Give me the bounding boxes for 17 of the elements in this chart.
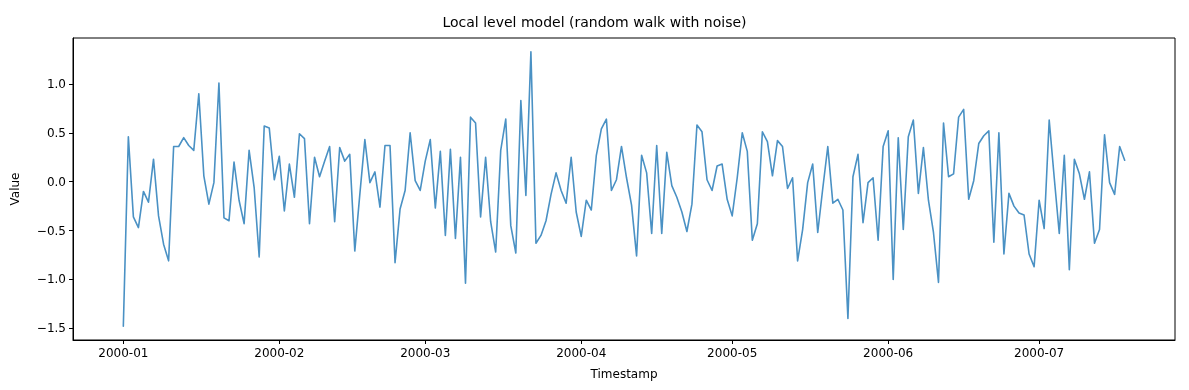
chart-title: Local level model (random walk with noise) [442, 14, 747, 30]
x-tick-label: 2000-04 [556, 346, 607, 360]
y-tick-label: 1.0 [46, 76, 66, 91]
x-tick-label: 2000-02 [254, 346, 305, 360]
x-tick-label: 2000-06 [863, 346, 914, 360]
y-tick-label: −0.5 [36, 223, 66, 238]
y-axis-title: Value [8, 172, 22, 206]
y-tick-label: −1.5 [36, 321, 66, 336]
y-tick-label: 0.0 [46, 174, 66, 189]
x-tick-label: 2000-03 [400, 346, 451, 360]
y-tick-label: −1.0 [36, 272, 66, 287]
y-tick-label: 0.5 [46, 125, 66, 140]
x-tick-label: 2000-01 [98, 346, 149, 360]
x-tick-label: 2000-07 [1014, 346, 1065, 360]
x-tick-label: 2000-05 [707, 346, 758, 360]
x-axis-title: Timestamp [589, 367, 658, 381]
line-series [122, 50, 1126, 328]
